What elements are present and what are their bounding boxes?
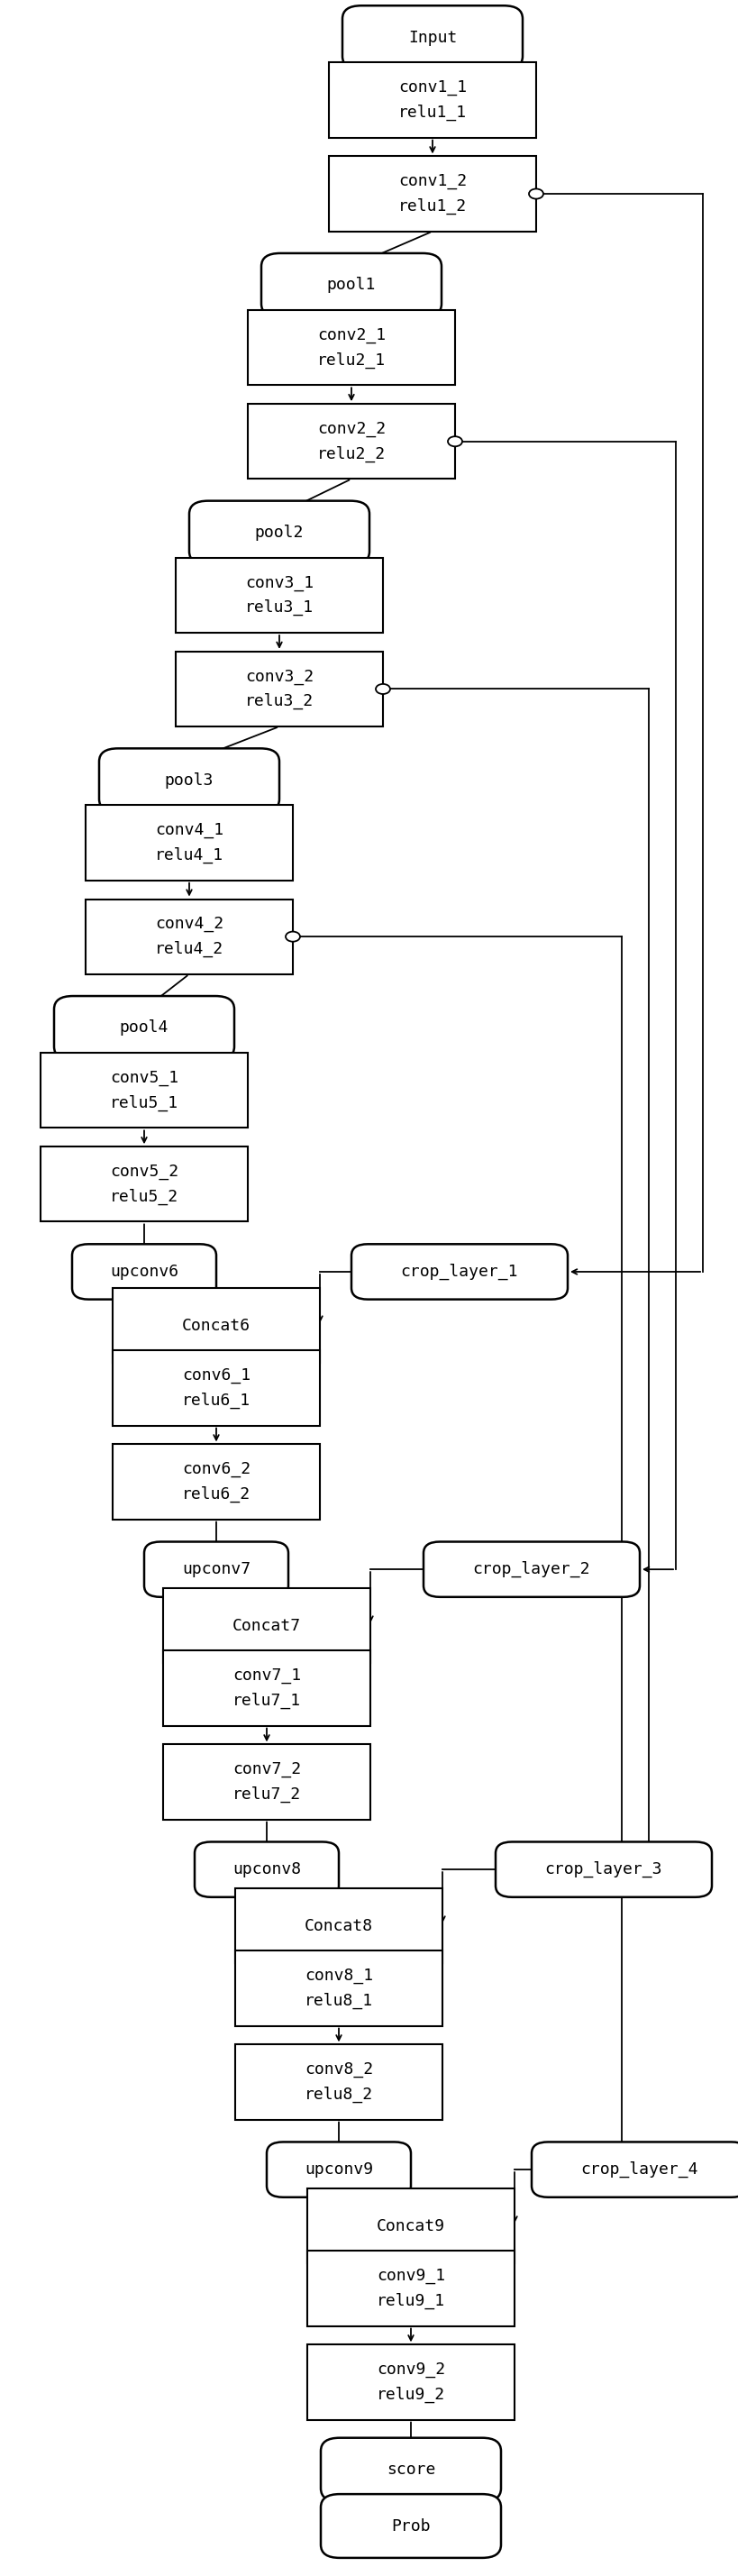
Text: conv9_2: conv9_2 [376, 2362, 445, 2378]
Text: conv8_1: conv8_1 [304, 1968, 373, 1984]
Text: relu1_1: relu1_1 [398, 103, 466, 121]
Text: upconv7: upconv7 [182, 1561, 250, 1577]
Text: crop_layer_3: crop_layer_3 [545, 1862, 662, 1878]
Text: conv9_1: conv9_1 [376, 2267, 445, 2285]
Text: relu4_1: relu4_1 [155, 848, 224, 863]
FancyBboxPatch shape [54, 997, 234, 1059]
Bar [176, 559, 382, 634]
Bar [163, 1651, 370, 1726]
Text: pool1: pool1 [326, 278, 376, 294]
FancyBboxPatch shape [320, 2437, 500, 2501]
FancyBboxPatch shape [531, 2143, 738, 2197]
FancyBboxPatch shape [423, 1540, 639, 1597]
Bar [112, 1350, 320, 1425]
Circle shape [286, 933, 300, 943]
FancyBboxPatch shape [351, 1244, 567, 1298]
Text: relu6_2: relu6_2 [182, 1486, 250, 1502]
Text: upconv8: upconv8 [232, 1862, 300, 1878]
Text: relu9_1: relu9_1 [376, 2293, 445, 2308]
Bar [307, 2344, 514, 2419]
Text: conv7_1: conv7_1 [232, 1667, 300, 1685]
Bar [163, 1589, 370, 1664]
Text: conv4_2: conv4_2 [155, 917, 224, 933]
Text: relu2_1: relu2_1 [317, 353, 385, 368]
Text: upconv9: upconv9 [304, 2161, 373, 2177]
Text: upconv6: upconv6 [110, 1265, 179, 1280]
Circle shape [447, 435, 462, 446]
Text: conv1_2: conv1_2 [398, 173, 466, 191]
Text: pool4: pool4 [120, 1020, 168, 1036]
Text: conv7_2: conv7_2 [232, 1762, 300, 1777]
Bar [247, 309, 455, 386]
Text: relu9_2: relu9_2 [376, 2385, 445, 2403]
Text: Concat7: Concat7 [232, 1618, 300, 1633]
Text: crop_layer_2: crop_layer_2 [472, 1561, 590, 1577]
Bar [307, 2251, 514, 2326]
Text: relu5_2: relu5_2 [110, 1188, 179, 1206]
FancyBboxPatch shape [342, 5, 522, 70]
Text: relu5_1: relu5_1 [110, 1095, 179, 1110]
FancyBboxPatch shape [194, 1842, 339, 1896]
Text: relu1_2: relu1_2 [398, 198, 466, 214]
FancyBboxPatch shape [72, 1244, 216, 1298]
FancyBboxPatch shape [261, 252, 441, 317]
Text: conv1_1: conv1_1 [398, 80, 466, 95]
FancyBboxPatch shape [495, 1842, 711, 1896]
Text: relu8_2: relu8_2 [304, 2087, 373, 2102]
Text: Prob: Prob [391, 2517, 430, 2535]
Text: conv3_1: conv3_1 [245, 574, 313, 590]
Text: relu7_2: relu7_2 [232, 1785, 300, 1803]
Text: relu6_1: relu6_1 [182, 1391, 250, 1409]
Text: relu7_1: relu7_1 [232, 1692, 300, 1708]
Text: conv3_2: conv3_2 [245, 667, 313, 685]
Text: Concat9: Concat9 [376, 2218, 445, 2233]
Bar [41, 1146, 247, 1221]
Bar [86, 899, 292, 974]
Bar [176, 652, 382, 726]
Text: conv5_1: conv5_1 [110, 1069, 179, 1087]
Bar [112, 1445, 320, 1520]
Text: Input: Input [407, 28, 457, 46]
Text: crop_layer_4: crop_layer_4 [580, 2161, 697, 2177]
Text: relu3_1: relu3_1 [245, 600, 313, 616]
Text: Concat8: Concat8 [304, 1917, 373, 1935]
FancyBboxPatch shape [99, 750, 279, 811]
Text: conv2_2: conv2_2 [317, 420, 385, 438]
Bar [328, 62, 536, 137]
Bar [247, 404, 455, 479]
Text: pool2: pool2 [255, 526, 303, 541]
Text: conv2_1: conv2_1 [317, 327, 385, 343]
Circle shape [376, 685, 390, 693]
Bar [307, 2190, 514, 2264]
FancyBboxPatch shape [320, 2494, 500, 2558]
Text: Concat6: Concat6 [182, 1316, 250, 1334]
Text: conv6_2: conv6_2 [182, 1461, 250, 1479]
Text: conv6_1: conv6_1 [182, 1368, 250, 1383]
Bar [112, 1288, 320, 1363]
FancyBboxPatch shape [189, 500, 369, 564]
FancyBboxPatch shape [144, 1540, 288, 1597]
Bar [41, 1054, 247, 1128]
Circle shape [528, 188, 542, 198]
Bar [163, 1744, 370, 1819]
Text: conv8_2: conv8_2 [304, 2061, 373, 2079]
Text: pool3: pool3 [165, 773, 213, 788]
Bar [235, 1888, 442, 1963]
Text: relu4_2: relu4_2 [155, 940, 224, 958]
Text: conv5_2: conv5_2 [110, 1164, 179, 1180]
Text: relu2_2: relu2_2 [317, 446, 385, 461]
Bar [235, 2045, 442, 2120]
Bar [328, 157, 536, 232]
Text: score: score [386, 2463, 435, 2478]
Text: conv4_1: conv4_1 [155, 822, 224, 837]
Text: relu8_1: relu8_1 [304, 1994, 373, 2009]
Text: crop_layer_1: crop_layer_1 [400, 1262, 518, 1280]
FancyBboxPatch shape [266, 2143, 410, 2197]
Bar [86, 806, 292, 881]
Bar [235, 1950, 442, 2025]
Text: relu3_2: relu3_2 [245, 693, 313, 711]
